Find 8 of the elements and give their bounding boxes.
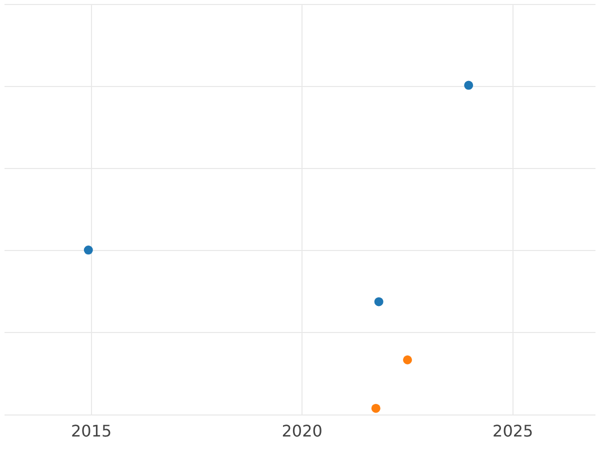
point [371, 404, 380, 413]
x-tick-label: 2020 [282, 422, 322, 441]
x-tick-label: 2015 [70, 422, 112, 441]
point [402, 355, 412, 364]
point [464, 80, 474, 90]
x-tick-label: 2025 [492, 422, 534, 441]
point [84, 246, 93, 255]
point [374, 297, 384, 306]
